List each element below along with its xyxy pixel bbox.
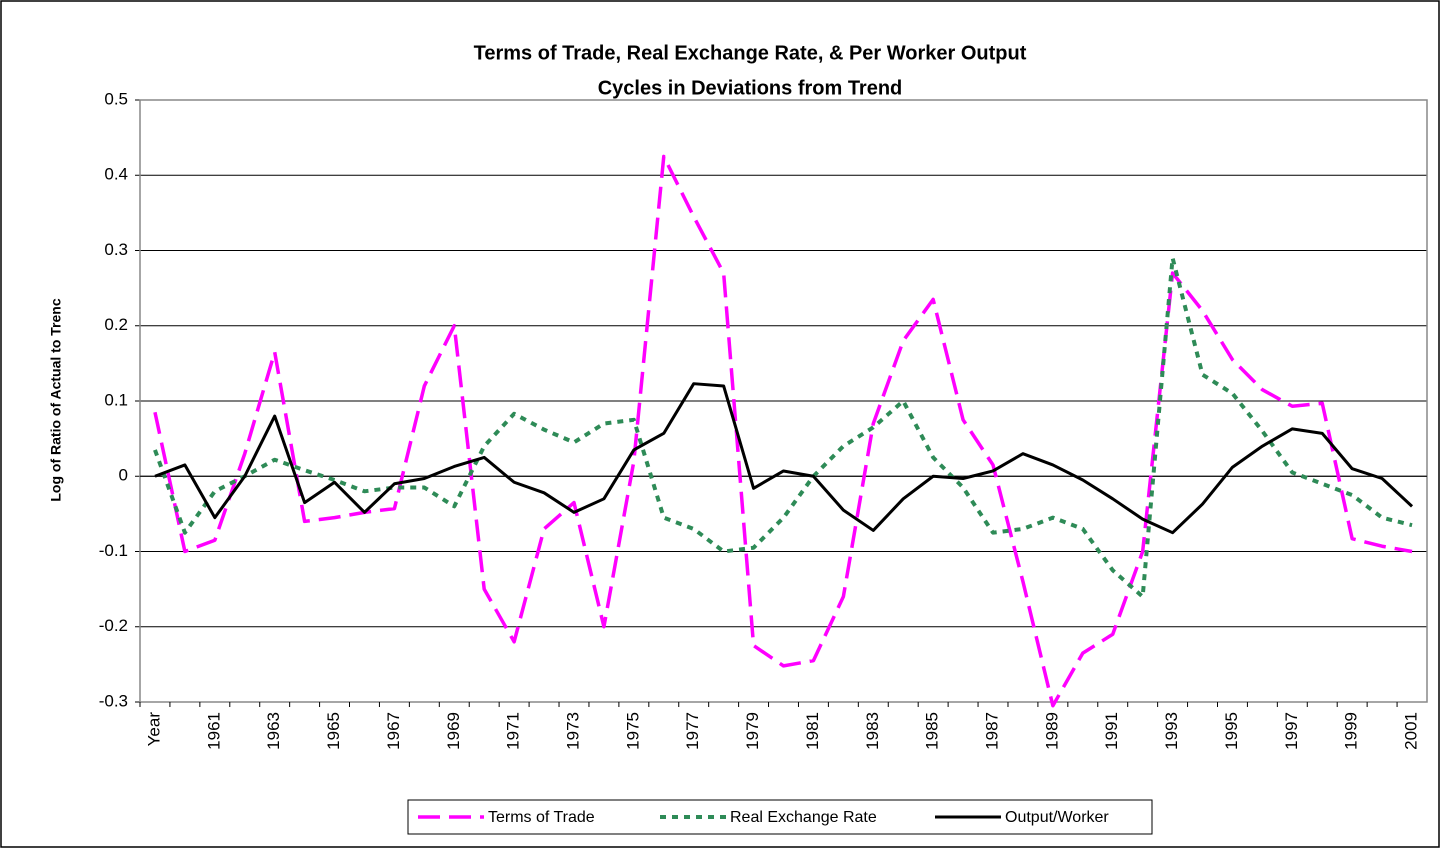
y-tick-label: 0.1 bbox=[104, 390, 128, 409]
x-tick-label: 1989 bbox=[1042, 712, 1061, 750]
x-tick-label: 1997 bbox=[1282, 712, 1301, 750]
x-tick-label: 1969 bbox=[444, 712, 463, 750]
x-tick-label: 1983 bbox=[863, 712, 882, 750]
x-tick-label: 1971 bbox=[504, 712, 523, 750]
chart-subtitle: Cycles in Deviations from Trend bbox=[598, 77, 903, 99]
y-tick-label: 0.5 bbox=[104, 89, 128, 108]
series-line bbox=[153, 256, 1413, 599]
x-tick-label: 2001 bbox=[1402, 712, 1421, 750]
legend-label: Terms of Trade bbox=[488, 809, 595, 826]
legend-label: Real Exchange Rate bbox=[730, 809, 877, 826]
y-tick-label: 0.2 bbox=[104, 315, 128, 334]
legend-box bbox=[407, 799, 1153, 835]
y-tick-label: 0 bbox=[119, 466, 128, 485]
x-tick-label: 1967 bbox=[384, 712, 403, 750]
x-tick-label: Year bbox=[144, 712, 163, 747]
x-tick-label: 1993 bbox=[1162, 712, 1181, 750]
y-tick-label: -0.2 bbox=[99, 616, 128, 635]
x-tick-label: 1973 bbox=[563, 712, 582, 750]
x-tick-label: 1981 bbox=[803, 712, 822, 750]
y-tick-label: 0.4 bbox=[104, 165, 128, 184]
legend-label: Output/Worker bbox=[1005, 809, 1109, 826]
x-tick-label: 1963 bbox=[264, 712, 283, 750]
y-axis-label: Log of Ratio of Actual to Trenc bbox=[48, 298, 64, 501]
x-tick-label: 1987 bbox=[982, 712, 1001, 750]
x-tick-label: 1991 bbox=[1102, 712, 1121, 750]
y-tick-label: 0.3 bbox=[104, 240, 128, 259]
x-tick-label: 1977 bbox=[683, 712, 702, 750]
y-tick-label: -0.1 bbox=[99, 541, 128, 560]
x-tick-label: 1965 bbox=[324, 712, 343, 750]
x-tick-label: 1999 bbox=[1342, 712, 1361, 750]
x-tick-label: 1961 bbox=[204, 712, 223, 750]
x-tick-label: 1985 bbox=[923, 712, 942, 750]
y-tick-label: -0.3 bbox=[99, 691, 128, 710]
x-tick-label: 1975 bbox=[623, 712, 642, 750]
plot-area bbox=[139, 99, 1428, 703]
x-tick-label: 1979 bbox=[743, 712, 762, 750]
x-tick-label: 1995 bbox=[1222, 712, 1241, 750]
chart-title: Terms of Trade, Real Exchange Rate, & Pe… bbox=[474, 42, 1027, 64]
series-line bbox=[154, 382, 1414, 535]
